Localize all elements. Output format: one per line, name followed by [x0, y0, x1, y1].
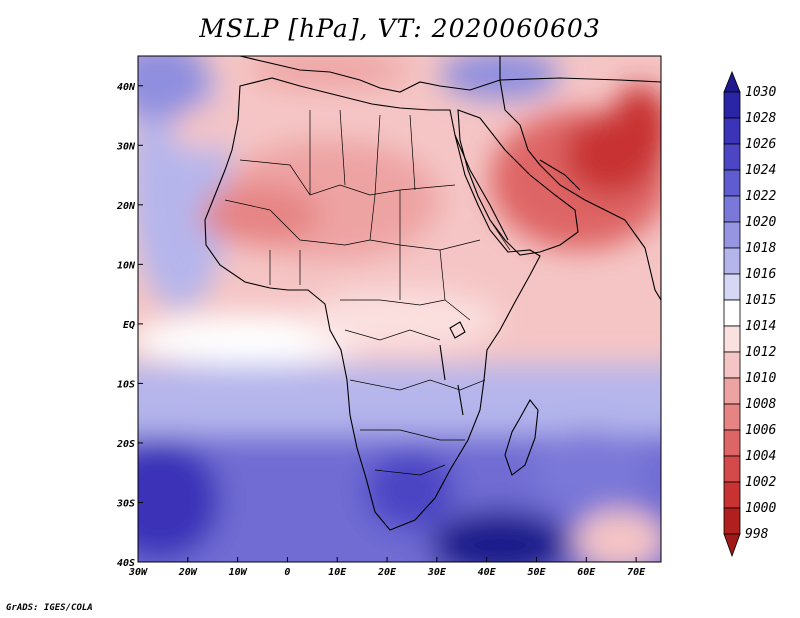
colorbar-segment [723, 195, 741, 223]
colorbar-segment [723, 143, 741, 171]
lake-tanganyika [439, 344, 446, 381]
plot-frame [137, 55, 662, 563]
field-north-europe-low [250, 56, 410, 88]
colorbar-label: 1030 [745, 85, 776, 100]
colorbar-label: 1024 [745, 163, 776, 178]
colorbar-segment [723, 299, 741, 327]
x-tick-label: 40E [478, 567, 497, 578]
lake-malawi [457, 384, 464, 416]
field-equator-light [300, 290, 500, 350]
credit-text: GrADS: IGES/COLA [6, 603, 93, 613]
colorbar-segment [723, 247, 741, 275]
border-13 [374, 464, 446, 476]
colorbar-label: 1014 [745, 319, 776, 334]
y-tick-label: 10S [117, 379, 135, 390]
colorbar-label: 1018 [745, 241, 776, 256]
pressure-field [138, 56, 661, 562]
colorbar-segment [723, 507, 741, 535]
colorbar-label: 1016 [745, 267, 776, 282]
x-tick-label: 20E [377, 567, 397, 578]
colorbar-segment [723, 429, 741, 457]
lake-victoria [449, 321, 466, 339]
colorbar-label: 1002 [745, 475, 776, 490]
field-sw-atlantic-high [138, 440, 220, 560]
colorbar-label: 1026 [745, 137, 776, 152]
colorbar-label: 1012 [745, 345, 776, 360]
colorbar-segment [723, 351, 741, 379]
coastlines [204, 56, 661, 531]
border-3 [339, 109, 346, 186]
colorbar-label: 1000 [745, 501, 776, 516]
border-12 [360, 429, 465, 441]
field-southern-africa-high [365, 450, 455, 530]
colorbar-segment [723, 169, 741, 197]
colorbar-label: 1028 [745, 111, 776, 126]
arabia-coastline [457, 109, 579, 256]
x-tick-label: 70E [627, 567, 646, 578]
europe-coastline [239, 56, 501, 93]
colorbar-segment [723, 91, 741, 119]
colorbar-segment [723, 403, 741, 431]
border-10 [344, 329, 441, 341]
field-west-africa-low [200, 185, 320, 245]
border-14 [489, 219, 511, 251]
x-tick-label: 10W [229, 567, 248, 578]
colorbar-segment [723, 273, 741, 301]
colorbar-segment [723, 481, 741, 509]
colorbar-label: 1022 [745, 189, 776, 204]
colorbar-bottom-arrow [723, 533, 741, 558]
border-6 [224, 199, 481, 251]
y-tick-label: 40N [117, 82, 136, 93]
border-11 [349, 379, 486, 391]
colorbar-top-arrow [723, 70, 741, 93]
colorbar-label: 998 [745, 527, 769, 542]
colorbar-segment [723, 221, 741, 249]
y-tick-label: 10N [117, 260, 136, 271]
field-south-mid [138, 365, 661, 435]
field-indian-ocean-ridge [530, 430, 650, 510]
y-tick-label: 20S [116, 439, 135, 450]
colorbar-label: 1006 [745, 423, 776, 438]
colorbar-segment [723, 325, 741, 353]
field-cape-low [575, 510, 661, 562]
colorbar: 1030 1028 1026 1024 1022 1020 1018 1016 1015 1014… [723, 70, 776, 558]
country-borders [224, 109, 511, 476]
border-5 [409, 114, 416, 191]
border-9 [340, 299, 446, 306]
x-tick-label: 10E [328, 567, 347, 578]
colorbar-label: 1008 [745, 397, 776, 412]
persian-gulf-line [539, 159, 581, 191]
madagascar-coastline [504, 399, 539, 476]
colorbar-segment [723, 377, 741, 405]
field-india-low [610, 85, 661, 175]
asia-coastline [499, 77, 661, 302]
x-tick-label: 50E [527, 567, 546, 578]
red-sea-line [454, 134, 509, 241]
y-tick-label: 30N [116, 141, 136, 152]
y-tick-label: 30S [116, 498, 135, 509]
x-tick-label: 60E [577, 567, 596, 578]
y-tick-label: EQ [123, 320, 135, 331]
colorbar-segment [723, 455, 741, 483]
colorbar-label: 1020 [745, 215, 776, 230]
y-tick-label: 40S [117, 558, 135, 569]
x-tick-label: 30W [128, 567, 148, 578]
y-axis: 40N 30N 20N 10N EQ 10S 20S 30S 40S [116, 82, 143, 569]
africa-coastline [204, 77, 541, 531]
colorbar-segment [723, 117, 741, 145]
border-4 [369, 114, 381, 241]
x-axis: 30W 20W 10W 0 10E 20E 30E 40E 50E 60E 70E [128, 557, 646, 578]
field-mascarene-high [430, 510, 570, 562]
chart-title: MSLP [hPa], VT: 2020060603 [199, 14, 601, 43]
colorbar-label: 1010 [745, 371, 776, 386]
field-nw-high [138, 56, 210, 120]
x-tick-label: 20W [178, 567, 198, 578]
colorbar-label: 1004 [745, 449, 776, 464]
colorbar-label: 1015 [745, 293, 776, 308]
y-tick-label: 20N [116, 201, 136, 212]
x-tick-label: 30E [427, 567, 447, 578]
x-tick-label: 0 [284, 567, 290, 578]
